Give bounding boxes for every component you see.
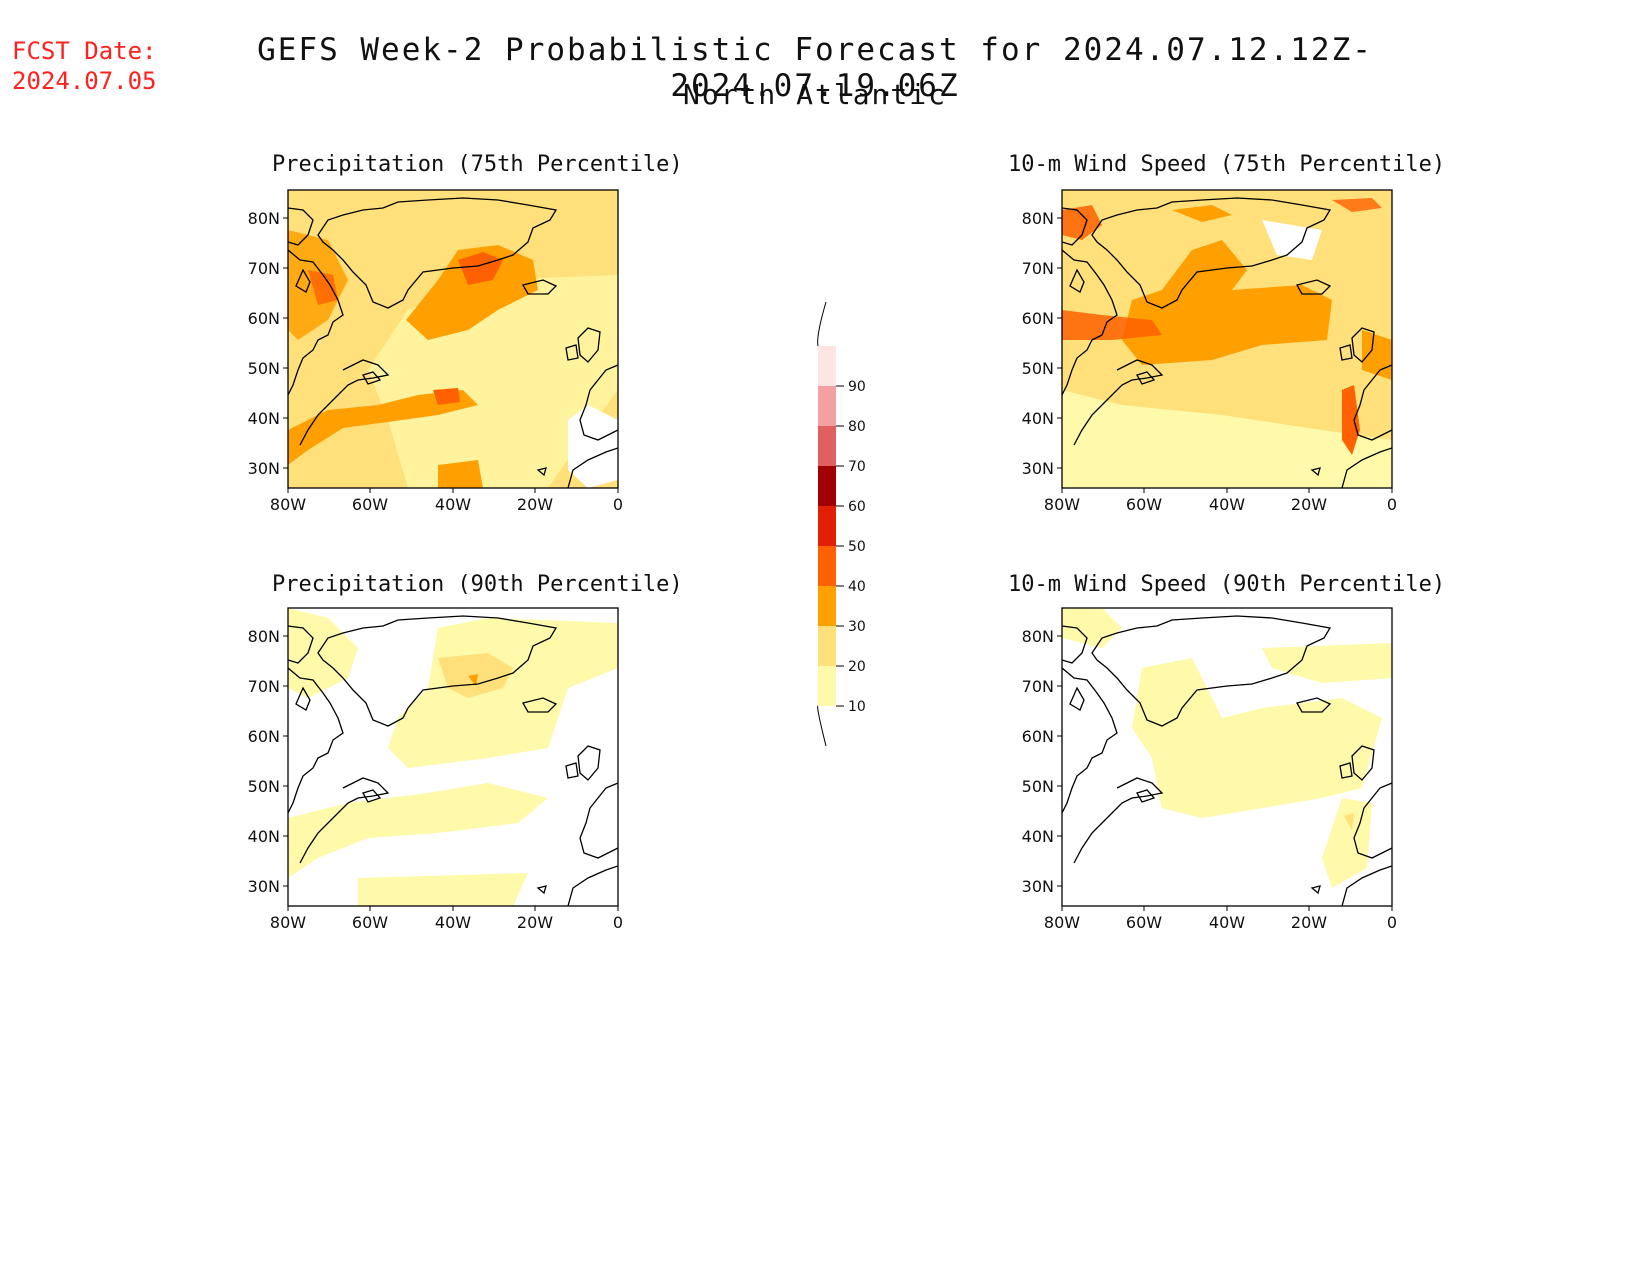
legend-swatch (818, 626, 836, 666)
lon-tick-label: 0 (613, 495, 623, 514)
lon-tick-label: 0 (613, 913, 623, 932)
lon-tick-label: 20W (517, 495, 553, 514)
legend-swatch (818, 666, 836, 706)
lat-tick-label: 30N (248, 459, 280, 478)
lat-tick-label: 80N (248, 209, 280, 228)
lat-tick-label: 80N (248, 627, 280, 646)
lat-tick-label: 70N (1022, 677, 1054, 696)
lon-tick-label: 20W (1291, 913, 1327, 932)
legend-swatch (818, 506, 836, 546)
lat-tick-label: 30N (1022, 459, 1054, 478)
lon-tick-label: 40W (435, 913, 471, 932)
lon-tick-label: 0 (1387, 913, 1397, 932)
legend-level-label: 40 (848, 579, 866, 595)
legend-level-label: 20 (848, 659, 866, 675)
lon-tick-label: 0 (1387, 495, 1397, 514)
legend-level-label: 70 (848, 459, 866, 475)
lat-tick-label: 80N (1022, 209, 1054, 228)
lat-tick-label: 50N (248, 359, 280, 378)
forecast-date-label: FCST Date: (12, 37, 157, 65)
axis-tick-labels: 80N 70N 60N 50N 40N 30N 80W 60W 40W 20W 0 80N 70N 60N… (248, 209, 1397, 932)
map-wind-75 (1061, 189, 1393, 489)
lon-tick-label: 80W (270, 495, 306, 514)
lon-tick-label: 60W (1126, 913, 1162, 932)
legend-swatch (818, 546, 836, 586)
main-title: GEFS Week-2 Probabilistic Forecast for 2… (257, 32, 1373, 104)
legend-level-label: 50 (848, 539, 866, 555)
lat-tick-label: 40N (1022, 827, 1054, 846)
lat-tick-label: 50N (1022, 359, 1054, 378)
lat-tick-label: 40N (248, 409, 280, 428)
map-precip-90 (287, 607, 619, 907)
legend-level-label: 80 (848, 419, 866, 435)
panel-title-precip-75: Precipitation (75th Percentile) (272, 152, 683, 177)
lat-tick-label: 70N (1022, 259, 1054, 278)
legend-swatch (818, 346, 836, 386)
forecast-date-block: FCST Date: 2024.07.05 (12, 36, 157, 96)
lat-tick-label: 70N (248, 259, 280, 278)
lon-tick-label: 80W (270, 913, 306, 932)
lat-tick-label: 40N (1022, 409, 1054, 428)
lat-tick-label: 30N (248, 877, 280, 896)
lat-tick-label: 50N (1022, 777, 1054, 796)
legend-swatch (818, 466, 836, 506)
lon-tick-label: 40W (1209, 913, 1245, 932)
lon-tick-label: 40W (435, 495, 471, 514)
lat-tick-label: 60N (248, 727, 280, 746)
legend-level-label: 30 (848, 619, 866, 635)
legend-level-label: 60 (848, 499, 866, 515)
lon-tick-label: 80W (1044, 913, 1080, 932)
panel-title-wind-90: 10-m Wind Speed (90th Percentile) (1008, 572, 1446, 597)
panel-title-precip-90: Precipitation (90th Percentile) (272, 572, 683, 597)
lat-tick-label: 40N (248, 827, 280, 846)
lon-tick-label: 80W (1044, 495, 1080, 514)
lat-tick-label: 70N (248, 677, 280, 696)
lon-tick-label: 40W (1209, 495, 1245, 514)
lat-tick-label: 80N (1022, 627, 1054, 646)
legend-level-label: 90 (848, 379, 866, 395)
legend-swatch (818, 586, 836, 626)
lat-tick-label: 60N (1022, 727, 1054, 746)
panel-title-wind-75: 10-m Wind Speed (75th Percentile) (1008, 152, 1446, 177)
lon-tick-label: 60W (352, 913, 388, 932)
lon-tick-label: 60W (1126, 495, 1162, 514)
legend-end-caps (817, 301, 827, 747)
lon-tick-label: 60W (352, 495, 388, 514)
lat-tick-label: 60N (1022, 309, 1054, 328)
legend-swatch (818, 386, 836, 426)
color-legend: 10 20 30 40 50 60 70 80 90 (817, 301, 866, 747)
lon-tick-label: 20W (517, 913, 553, 932)
lat-tick-label: 60N (248, 309, 280, 328)
lon-tick-label: 20W (1291, 495, 1327, 514)
map-wind-90 (1061, 607, 1393, 907)
legend-swatch (818, 426, 836, 466)
forecast-date-value: 2024.07.05 (12, 67, 157, 95)
map-precip-75 (287, 189, 619, 489)
lat-tick-label: 30N (1022, 877, 1054, 896)
region-title: North Atlantic (682, 78, 947, 111)
legend-level-label: 10 (848, 699, 866, 715)
lat-tick-label: 50N (248, 777, 280, 796)
